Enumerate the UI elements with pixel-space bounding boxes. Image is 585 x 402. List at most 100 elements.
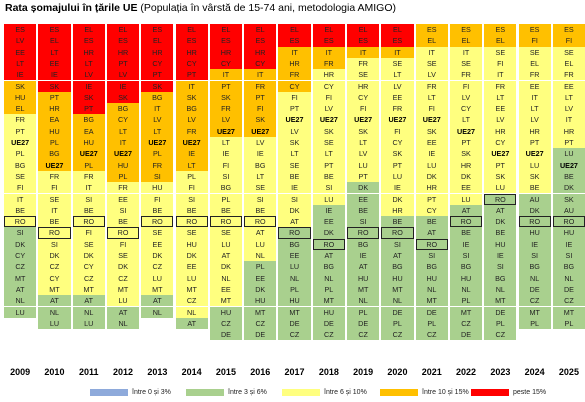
cell-2025-SI: SI xyxy=(552,250,585,262)
cell-2019-UE27: UE27 xyxy=(347,114,380,126)
cell-2018-RO: RO xyxy=(312,238,345,250)
cell-2020-PT: PT xyxy=(381,159,414,171)
cell-2011-DK: DK xyxy=(72,250,105,262)
cell-2014-BE: BE xyxy=(175,204,208,217)
legend-item-2: între 6 și 10% xyxy=(282,386,367,398)
cell-2013-PT: PT xyxy=(141,69,174,81)
cell-2015-SE: SE xyxy=(209,227,243,239)
cell-2014-HR: HR xyxy=(175,46,208,58)
cell-2025-PT: PT xyxy=(552,137,585,149)
cell-2012-LT: LT xyxy=(106,125,140,137)
cell-2020-HU: HU xyxy=(381,272,414,284)
cell-2014-IT: IT xyxy=(175,80,208,92)
cell-2023-FR: FR xyxy=(484,80,517,92)
cell-2013-SE: SE xyxy=(141,227,174,239)
cell-2022-SK: SK xyxy=(449,148,483,160)
cell-2015-CY: CY xyxy=(209,57,243,70)
cell-2017-FI: FI xyxy=(278,91,311,104)
cell-2021-IT: IT xyxy=(415,46,448,58)
cell-2013-SI: SI xyxy=(141,170,174,183)
cell-2024-RO: RO xyxy=(518,216,551,228)
cell-2020-SK: SK xyxy=(381,148,414,160)
cell-2016-PT: PT xyxy=(244,91,277,104)
cell-2014-PL: PL xyxy=(175,170,208,183)
cell-2021-IE: IE xyxy=(415,148,448,160)
legend-item-4: peste 15% xyxy=(471,386,546,398)
cell-2021-PL: PL xyxy=(415,317,448,330)
cell-2025-SE: SE xyxy=(552,46,585,58)
cell-2016-FR: FR xyxy=(244,80,277,92)
cell-2023-RO: RO xyxy=(484,193,517,205)
cell-2009-RO: RO xyxy=(4,216,37,228)
cell-2019-LT: LT xyxy=(347,137,380,149)
cell-2010-LT: LT xyxy=(38,46,71,58)
cell-2016-LV: LV xyxy=(244,137,277,149)
cell-2011-PL: PL xyxy=(72,159,105,171)
cell-2018-HU: HU xyxy=(312,306,345,318)
cell-2025-FR: FR xyxy=(552,69,585,81)
cell-2024-AU: AU xyxy=(518,193,551,205)
cell-2021-SE: SE xyxy=(415,57,448,70)
cell-2009-BG: BG xyxy=(4,159,37,171)
cell-2017-HU: HU xyxy=(278,295,311,307)
cell-2020-LU: LU xyxy=(381,170,414,183)
cell-2019-BG: BG xyxy=(347,238,380,250)
year-label-2009: 2009 xyxy=(10,367,31,377)
legend-item-1: între 3 și 6% xyxy=(186,386,267,398)
cell-2025-BE: BE xyxy=(552,170,585,183)
cell-2019-LU: LU xyxy=(347,159,380,171)
cell-2009-EE: EE xyxy=(4,46,37,58)
legend-label: între 10 și 15% xyxy=(422,388,469,396)
cell-2015-FI: FI xyxy=(209,159,243,171)
cell-2013-LT: LT xyxy=(141,125,174,137)
cell-2012-IT: IT xyxy=(106,137,140,149)
cell-2009-IT: IT xyxy=(4,193,37,205)
cell-2015-NL: NL xyxy=(209,272,243,284)
cell-2017-EL: EL xyxy=(278,24,311,36)
cell-2012-HR: HR xyxy=(106,46,140,58)
cell-2021-BE: BE xyxy=(415,216,448,228)
cell-2014-RO: RO xyxy=(175,216,208,228)
cell-2012-LV: LV xyxy=(106,69,140,81)
cell-2010-LU: LU xyxy=(38,317,71,330)
cell-2010-EL: EL xyxy=(38,35,71,47)
cell-2017-UE27: UE27 xyxy=(278,114,311,126)
cell-2011-CZ: CZ xyxy=(72,272,105,284)
cell-2016-FI: FI xyxy=(244,103,277,115)
cell-2017-LV: LV xyxy=(278,125,311,137)
cell-2017-IT: IT xyxy=(278,46,311,58)
cell-2015-BG: BG xyxy=(209,182,243,194)
cell-2019-HR: HR xyxy=(347,80,380,92)
cell-2017-CY: CY xyxy=(278,80,311,92)
cell-2022-UE27: UE27 xyxy=(449,125,483,137)
cell-2009-DK: DK xyxy=(4,238,37,250)
cell-2014-CZ: CZ xyxy=(175,295,208,307)
cell-2018-FI: FI xyxy=(312,91,345,104)
cell-2024-IT: IT xyxy=(518,91,551,104)
cell-2024-FI: FI xyxy=(518,35,551,47)
cell-2015-AT: AT xyxy=(209,250,243,262)
year-label-2021: 2021 xyxy=(421,367,442,377)
cell-2022-SE: SE xyxy=(449,57,483,70)
cell-2012-FR: FR xyxy=(106,182,140,194)
cell-2024-HR: HR xyxy=(518,125,551,137)
cell-2019-CZ: CZ xyxy=(347,329,380,341)
cell-2010-EA: EA xyxy=(38,114,71,126)
cell-2022-AT: AT xyxy=(449,204,483,217)
cell-2025-CZ: CZ xyxy=(552,295,585,307)
cell-2011-LU: LU xyxy=(72,317,105,330)
cell-2019-AT: AT xyxy=(347,261,380,273)
cell-2015-PL: PL xyxy=(209,193,243,205)
cell-2012-CZ: CZ xyxy=(106,272,140,284)
cell-2009-LU: LU xyxy=(4,306,37,318)
cell-2011-IE: IE xyxy=(72,80,105,92)
year-label-2011: 2011 xyxy=(78,367,99,377)
cell-2016-HR: HR xyxy=(244,46,277,58)
cell-2020-ES: ES xyxy=(381,35,414,47)
cell-2013-EE: EE xyxy=(141,238,174,250)
cell-2024-FR: FR xyxy=(518,69,551,81)
cell-2019-EL: EL xyxy=(347,24,380,36)
cell-2011-RO: RO xyxy=(72,216,105,228)
cell-2024-EE: EE xyxy=(518,80,551,92)
cell-2025-LU: LU xyxy=(552,148,585,160)
